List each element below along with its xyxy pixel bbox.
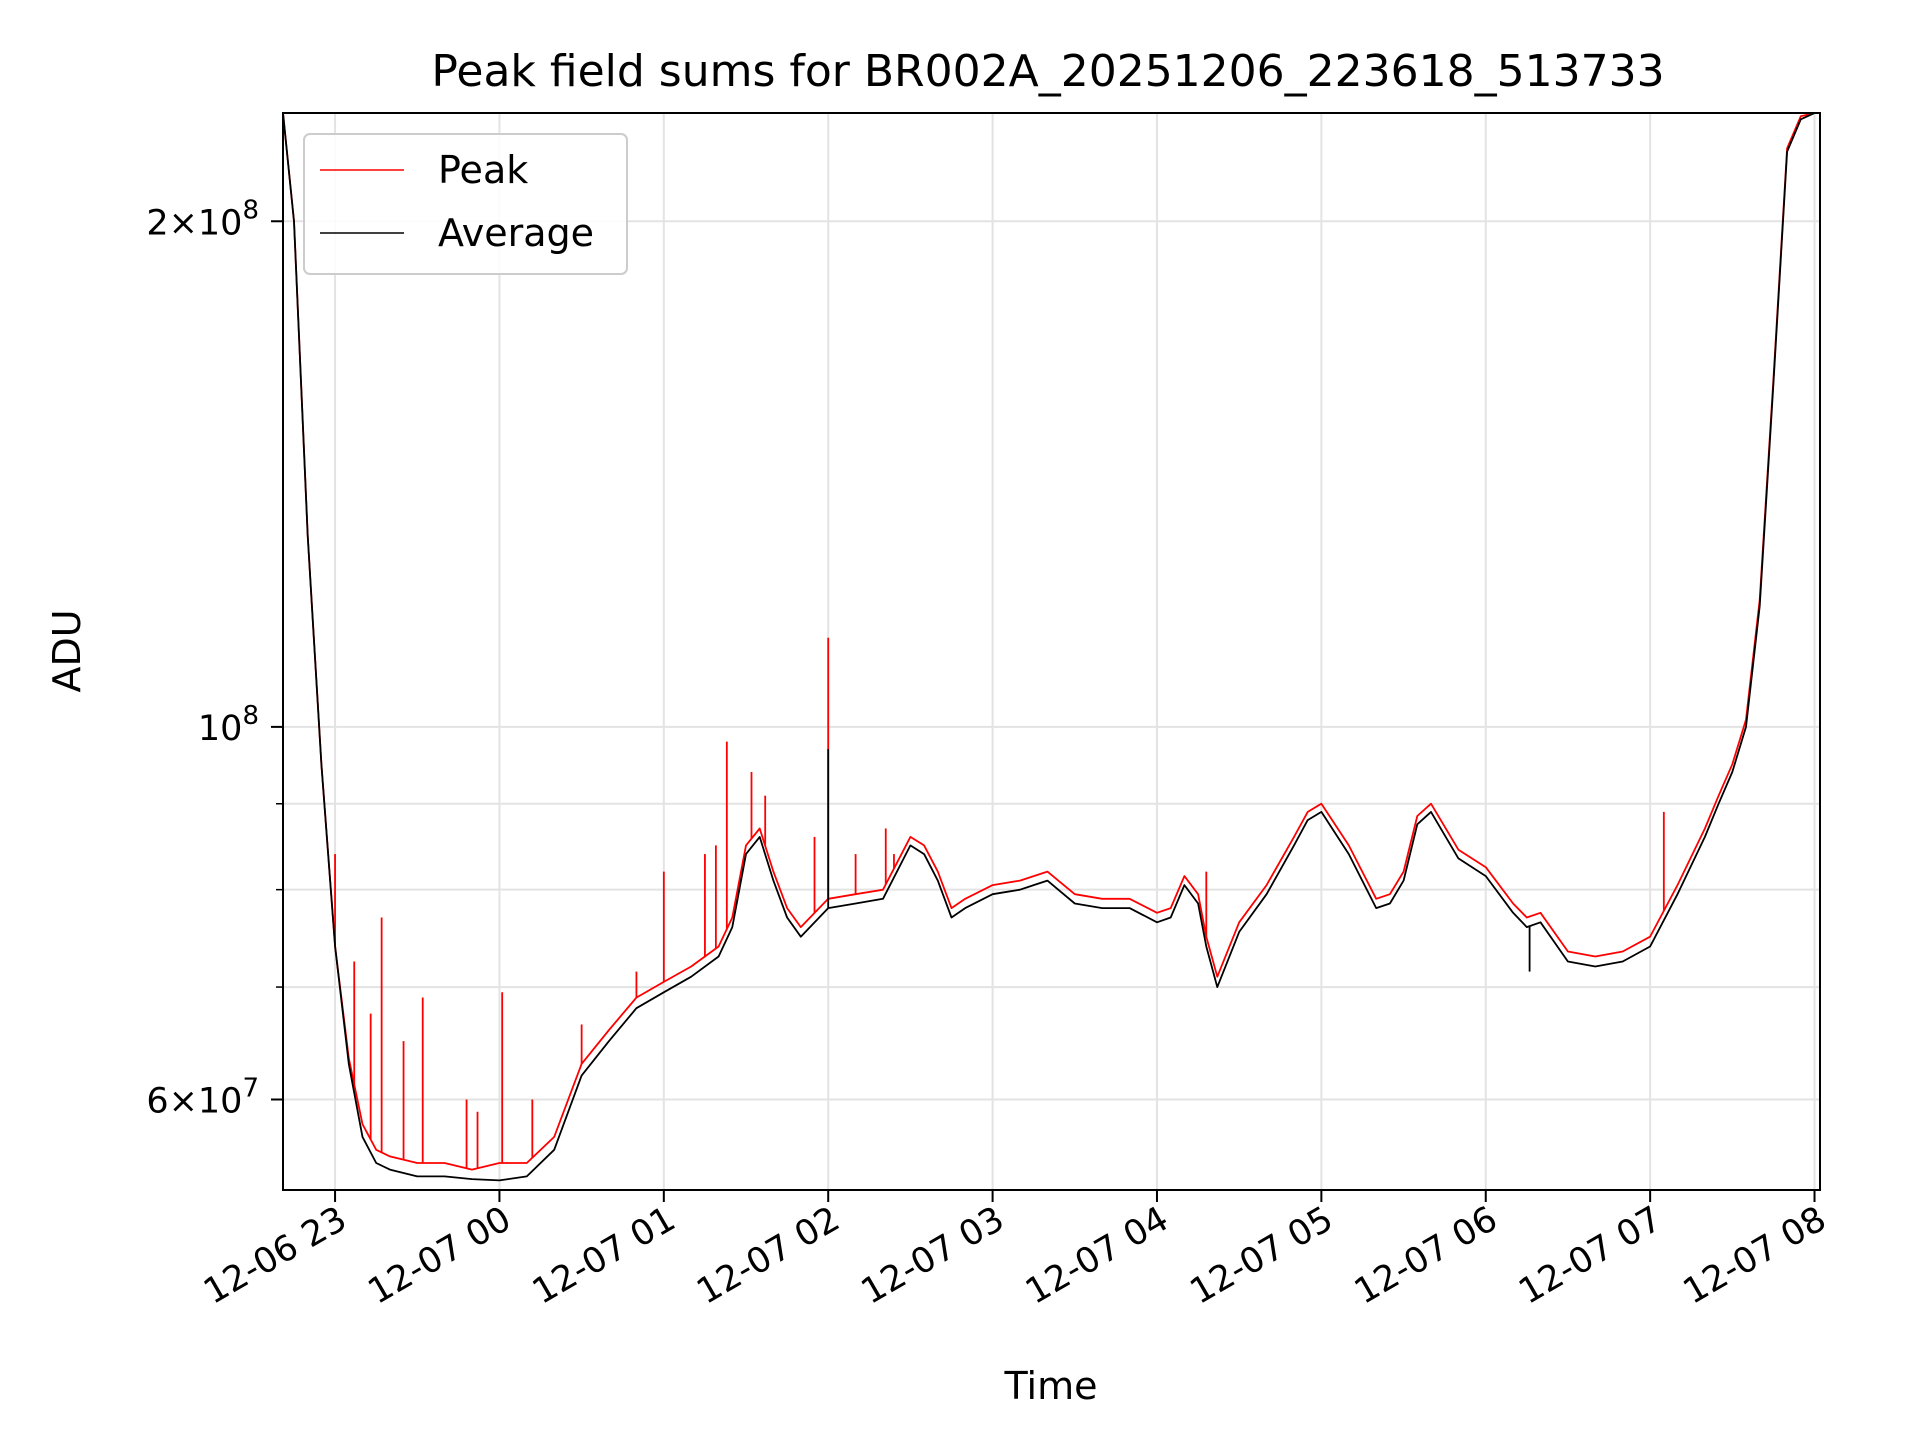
chart-title: Peak field sums for BR002A_20251206_2236…	[431, 46, 1664, 97]
series-line-peak	[282, 112, 1815, 1171]
legend-label-average: Average	[438, 211, 594, 255]
legend-label-peak: Peak	[438, 148, 528, 192]
y-tick-label: 108	[198, 701, 259, 749]
y-tick-label: 2×108	[146, 195, 259, 243]
x-axis-label: Time	[1004, 1364, 1098, 1408]
series-line-average	[282, 112, 1815, 1182]
grid	[283, 113, 1820, 1190]
y-tick-label: 6×107	[146, 1074, 259, 1122]
y-axis-ticks: 2×108 108 6×107	[146, 195, 283, 1122]
axes-frame	[282, 112, 1821, 1191]
legend-box	[303, 133, 628, 275]
legend: Peak Average	[303, 133, 628, 275]
plot-area	[282, 112, 1815, 1182]
y-axis-label: ADU	[45, 609, 89, 692]
